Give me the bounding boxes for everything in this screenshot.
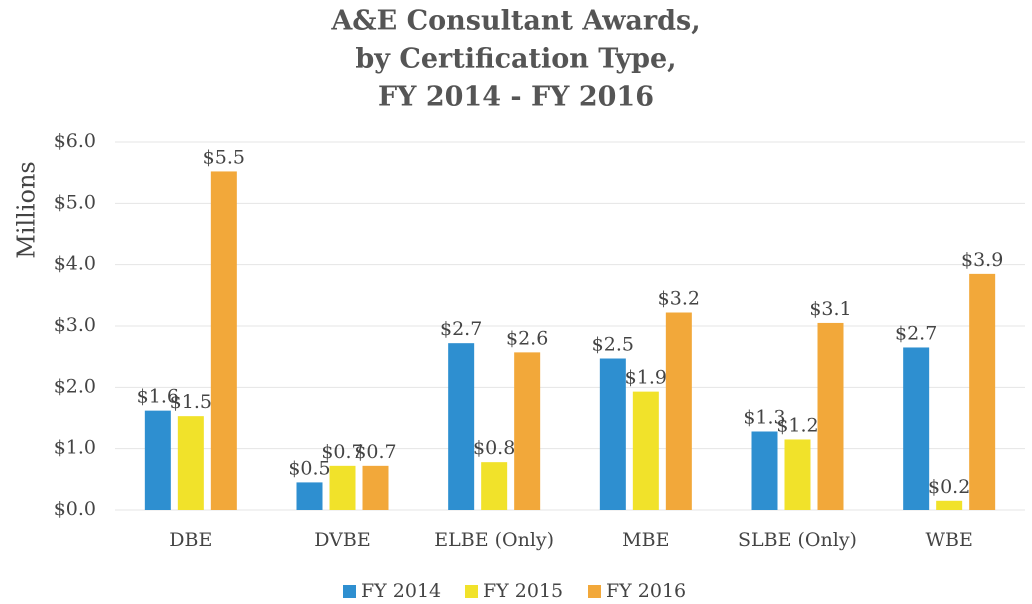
bar [784, 439, 811, 510]
bar [210, 171, 237, 510]
bar [903, 347, 930, 510]
data-label: $0.2 [928, 476, 970, 498]
y-tick-label: $1.0 [54, 437, 96, 459]
y-tick-label: $3.0 [54, 314, 96, 336]
legend-label: FY 2015 [483, 580, 563, 602]
y-axis-title: Millions [13, 161, 41, 259]
chart-title: by Certification Type, [355, 44, 676, 75]
bar [751, 431, 778, 510]
data-label: $1.3 [743, 406, 785, 428]
data-label: $3.9 [961, 249, 1003, 271]
bar [665, 312, 692, 510]
bar [362, 465, 389, 510]
data-label: $1.5 [170, 391, 212, 413]
y-tick-label: $5.0 [54, 191, 96, 213]
chart-title: FY 2014 - FY 2016 [378, 82, 654, 113]
legend-swatch [465, 585, 478, 598]
legend-swatch [588, 585, 601, 598]
data-label: $0.7 [354, 441, 396, 463]
data-label: $5.5 [203, 146, 245, 168]
data-label: $0.7 [321, 441, 363, 463]
y-tick-label: $4.0 [54, 253, 96, 275]
bar [936, 500, 963, 510]
data-label: $1.6 [137, 386, 179, 408]
legend-label: FY 2014 [361, 580, 441, 602]
y-tick-label: $2.0 [54, 375, 96, 397]
bar [296, 482, 323, 510]
y-tick-label: $0.0 [54, 498, 96, 520]
data-label: $1.2 [776, 414, 818, 436]
bar [329, 465, 356, 510]
data-label: $1.9 [625, 367, 667, 389]
x-tick-label: WBE [925, 529, 972, 551]
bar [177, 416, 204, 510]
data-label: $0.5 [288, 457, 330, 479]
data-label: $2.6 [506, 327, 548, 349]
bar [632, 391, 659, 510]
bar [599, 358, 626, 510]
legend-swatch [343, 585, 356, 598]
data-label: $2.5 [592, 334, 634, 356]
x-tick-label: SLBE (Only) [738, 529, 857, 551]
x-tick-label: DBE [169, 529, 212, 551]
bar [144, 410, 171, 510]
data-label: $3.1 [809, 298, 851, 320]
bar [817, 322, 844, 510]
legend-label: FY 2016 [606, 580, 686, 602]
bar [448, 343, 475, 510]
x-tick-label: DVBE [314, 529, 370, 551]
data-label: $0.8 [473, 437, 515, 459]
data-label: $2.7 [440, 318, 482, 340]
bar [514, 352, 541, 510]
bar [481, 462, 508, 510]
y-tick-label: $6.0 [54, 130, 96, 152]
bar [969, 273, 996, 510]
data-label: $2.7 [895, 322, 937, 344]
x-tick-label: ELBE (Only) [434, 529, 554, 551]
data-label: $3.2 [658, 288, 700, 310]
x-tick-label: MBE [622, 529, 669, 551]
chart-title: A&E Consultant Awards, [330, 6, 700, 37]
